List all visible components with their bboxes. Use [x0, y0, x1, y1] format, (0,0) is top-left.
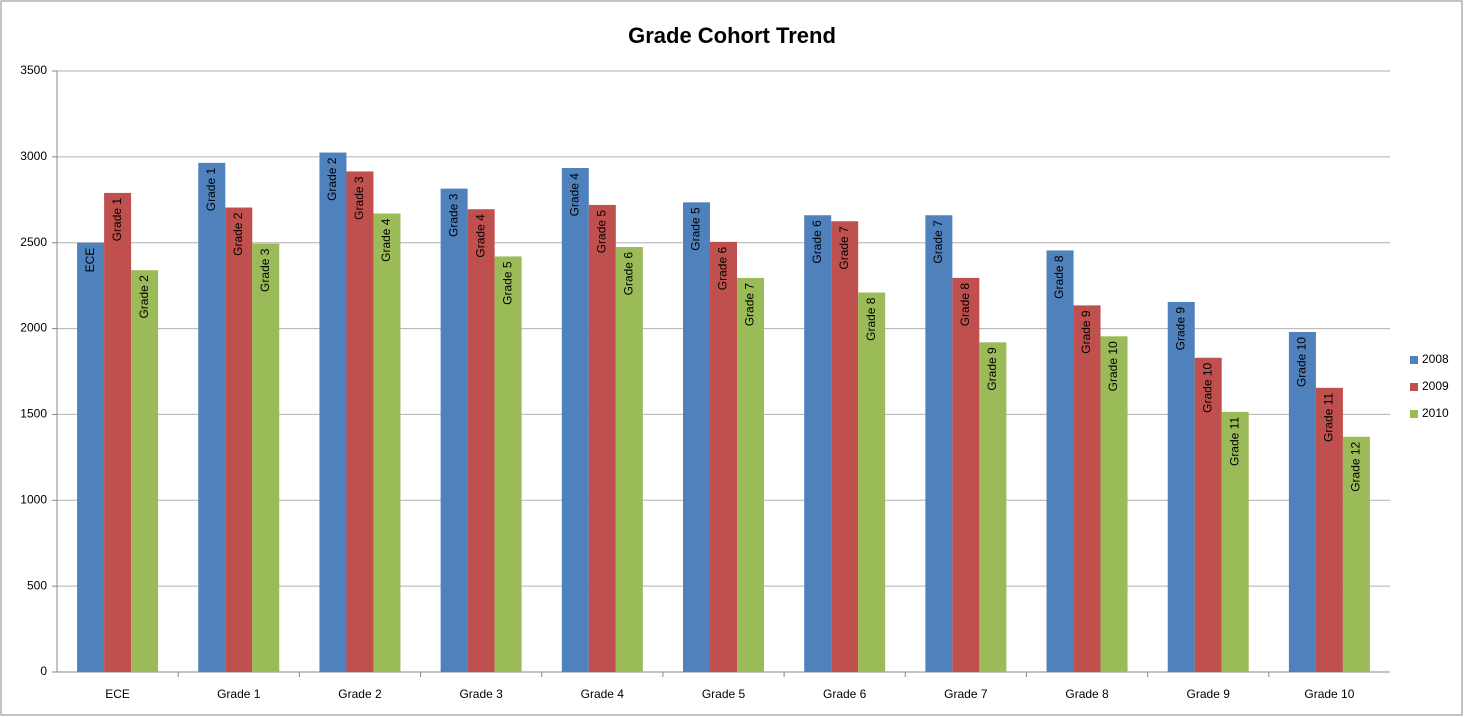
legend-label: 2010 — [1422, 406, 1449, 420]
bar — [1073, 305, 1101, 672]
bar — [131, 270, 159, 672]
bar-label: Grade 6 — [716, 247, 730, 291]
bar — [710, 241, 737, 672]
bar-label: Grade 1 — [204, 168, 218, 212]
x-tick-label: Grade 7 — [944, 687, 988, 701]
x-tick-label: Grade 6 — [823, 687, 867, 701]
x-tick-label: ECE — [105, 687, 130, 701]
bar-label: Grade 5 — [594, 210, 608, 254]
y-tick-label: 2000 — [20, 321, 47, 335]
bar — [104, 192, 132, 672]
bar — [1288, 332, 1316, 672]
bar-label: Grade 2 — [325, 157, 339, 201]
y-tick-label: 500 — [27, 578, 47, 592]
bar-label: Grade 3 — [352, 176, 366, 220]
bar-label: Grade 10 — [1295, 337, 1309, 387]
bar-label: Grade 9 — [1079, 310, 1093, 354]
y-tick-label: 0 — [40, 664, 47, 678]
bar — [683, 202, 710, 672]
bar-label: Grade 5 — [500, 261, 514, 305]
bar — [440, 188, 468, 673]
bar — [1315, 387, 1343, 672]
bar — [831, 221, 859, 672]
bar-label: Grade 7 — [837, 226, 851, 270]
y-tick-label: 2500 — [20, 235, 47, 249]
bar-label: Grade 1 — [110, 198, 124, 242]
bar — [373, 213, 401, 672]
x-tick-label: Grade 2 — [338, 687, 382, 701]
bar-label: Grade 3 — [446, 193, 460, 237]
bar — [979, 342, 1007, 672]
bar-label: Grade 6 — [621, 252, 635, 296]
bar — [858, 292, 886, 672]
bar — [467, 209, 495, 673]
bar — [1221, 411, 1249, 672]
x-tick-label: Grade 5 — [702, 687, 746, 701]
bar-label: Grade 12 — [1349, 441, 1363, 491]
bar-label: Grade 11 — [1322, 393, 1336, 442]
bar — [1100, 336, 1128, 672]
bar — [804, 215, 832, 673]
x-tick-label: Grade 8 — [1065, 687, 1109, 701]
chart-title: Grade Cohort Trend — [628, 23, 836, 48]
bar — [1167, 301, 1195, 672]
bar — [1194, 357, 1222, 672]
bar — [225, 207, 253, 672]
x-tick-label: Grade 3 — [459, 687, 503, 701]
bar — [561, 168, 589, 673]
bar-label: Grade 10 — [1200, 362, 1214, 412]
bar-label: Grade 7 — [743, 283, 757, 327]
bar — [588, 204, 616, 673]
bar-label: Grade 4 — [473, 214, 487, 258]
legend-label: 2008 — [1422, 352, 1449, 366]
bar — [737, 277, 764, 672]
bar-label: ECE — [83, 248, 97, 273]
bar — [952, 277, 980, 672]
y-tick-label: 3000 — [20, 149, 47, 163]
bar — [346, 171, 374, 672]
bar-label: Grade 9 — [985, 347, 999, 391]
y-tick-label: 1500 — [20, 407, 47, 421]
bar — [319, 152, 347, 673]
bar-label: Grade 4 — [379, 218, 393, 262]
bar-label: Grade 8 — [864, 297, 878, 341]
legend-swatch — [1410, 383, 1418, 391]
bar-label: Grade 2 — [231, 212, 245, 256]
x-tick-label: Grade 4 — [581, 687, 625, 701]
bar — [494, 256, 522, 672]
x-tick-label: Grade 10 — [1304, 687, 1354, 701]
y-tick-label: 3500 — [20, 63, 47, 77]
bar-label: Grade 4 — [567, 173, 581, 217]
bar — [925, 215, 953, 673]
bar-label: Grade 8 — [1052, 255, 1066, 299]
legend-swatch — [1410, 410, 1418, 418]
bar — [615, 247, 643, 672]
legend-label: 2009 — [1422, 379, 1449, 393]
x-tick-label: Grade 9 — [1187, 687, 1231, 701]
bar-label: Grade 2 — [137, 275, 151, 319]
bar-label: Grade 10 — [1106, 341, 1120, 391]
bar — [252, 243, 280, 672]
bar-label: Grade 9 — [1173, 307, 1187, 351]
legend-swatch — [1410, 356, 1418, 364]
bar-label: Grade 5 — [689, 207, 703, 251]
bar-label: Grade 7 — [931, 220, 945, 264]
bar — [198, 162, 226, 673]
x-tick-label: Grade 1 — [217, 687, 261, 701]
bar — [77, 242, 105, 672]
bar-label: Grade 6 — [810, 220, 824, 264]
y-tick-label: 1000 — [20, 492, 47, 506]
bar-label: Grade 3 — [258, 248, 272, 292]
bar — [1342, 436, 1370, 672]
bar-label: Grade 11 — [1227, 417, 1241, 466]
bar — [1046, 250, 1074, 673]
bar-label: Grade 8 — [958, 283, 972, 327]
